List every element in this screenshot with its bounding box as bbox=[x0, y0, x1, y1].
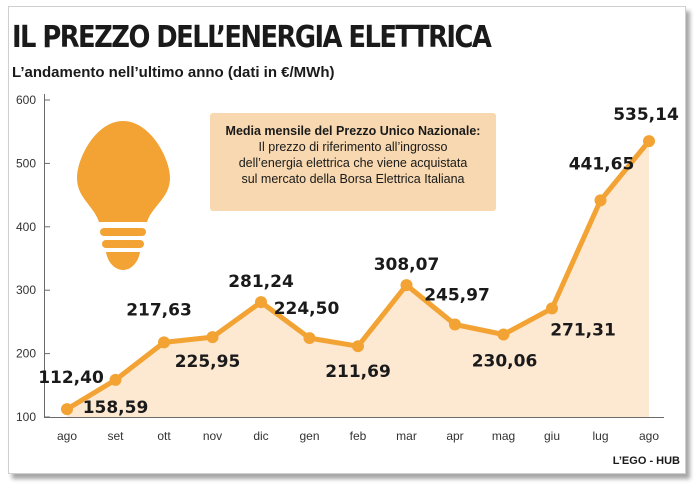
chart-subtitle: L’andamento nell’ultimo anno (dati in €/… bbox=[12, 64, 335, 81]
y-tick-label: 200 bbox=[16, 347, 36, 361]
x-tick-label: nov bbox=[203, 429, 222, 443]
x-tick-label: giu bbox=[544, 429, 560, 443]
note-line: sul mercato della Borsa Elettrica Italia… bbox=[241, 172, 465, 186]
data-point bbox=[594, 194, 607, 207]
y-tick-label: 400 bbox=[16, 220, 36, 234]
data-label: 535,14 bbox=[613, 105, 679, 125]
x-tick-label: apr bbox=[446, 429, 463, 443]
area-fill bbox=[67, 141, 649, 417]
data-label: 112,40 bbox=[38, 368, 104, 388]
data-point bbox=[206, 331, 219, 344]
data-label: 224,50 bbox=[274, 299, 340, 319]
data-point bbox=[303, 332, 316, 345]
data-point bbox=[158, 336, 170, 349]
data-label: 211,69 bbox=[325, 362, 391, 382]
chart-title: IL PREZZO DELL’ENERGIA ELETTRICA bbox=[12, 20, 492, 55]
data-point bbox=[352, 340, 364, 353]
note-line: Il prezzo di riferimento all’ingrosso bbox=[258, 140, 448, 154]
data-point bbox=[546, 302, 558, 315]
x-tick-label: mag bbox=[492, 429, 515, 443]
x-tick-label: ott bbox=[157, 429, 171, 443]
data-point bbox=[109, 373, 122, 386]
data-point bbox=[255, 296, 267, 309]
lightbulb-icon bbox=[77, 121, 170, 270]
data-label: 158,59 bbox=[83, 398, 149, 418]
data-label: 271,31 bbox=[550, 320, 616, 340]
data-label: 225,95 bbox=[175, 352, 241, 372]
x-tick-label: ago bbox=[57, 429, 77, 443]
data-label: 230,06 bbox=[472, 352, 538, 372]
data-label: 441,65 bbox=[569, 154, 635, 174]
data-point bbox=[497, 328, 510, 341]
data-label: 281,24 bbox=[228, 272, 294, 292]
y-tick-label: 100 bbox=[16, 410, 36, 424]
x-tick-label: gen bbox=[299, 429, 319, 443]
data-point bbox=[643, 135, 655, 148]
credit-label: L’EGO - HUB bbox=[612, 455, 680, 467]
x-tick-label: feb bbox=[350, 429, 367, 443]
x-tick-label: mar bbox=[396, 429, 417, 443]
data-point bbox=[449, 318, 461, 331]
x-tick-label: ago bbox=[639, 429, 659, 443]
x-tick-label: dic bbox=[253, 429, 268, 443]
data-label: 308,07 bbox=[374, 255, 440, 275]
x-tick-label: set bbox=[107, 429, 124, 443]
data-label: 217,63 bbox=[126, 300, 192, 320]
data-point bbox=[61, 403, 73, 416]
y-tick-label: 500 bbox=[16, 156, 36, 170]
y-tick-label: 300 bbox=[16, 283, 36, 297]
note-title: Media mensile del Prezzo Unico Nazionale… bbox=[225, 124, 481, 138]
note-line: dell’energia elettrica che viene acquist… bbox=[238, 156, 468, 170]
note-box: Media mensile del Prezzo Unico Nazionale… bbox=[210, 113, 496, 211]
x-tick-label: lug bbox=[592, 429, 608, 443]
y-tick-label: 600 bbox=[16, 93, 36, 107]
data-label: 245,97 bbox=[424, 285, 490, 305]
data-point bbox=[400, 279, 413, 292]
